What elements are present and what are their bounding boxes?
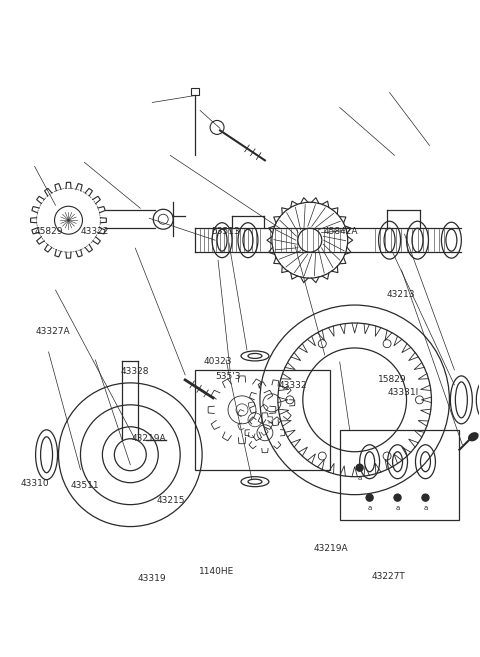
Bar (195, 370, 330, 470)
Bar (191, 87, 199, 95)
Text: 45842A: 45842A (323, 227, 358, 236)
Text: a: a (358, 475, 362, 481)
Text: 43319: 43319 (137, 574, 166, 583)
Text: 43227T: 43227T (372, 572, 405, 581)
Text: 535'3: 535'3 (216, 372, 241, 381)
Text: 15829: 15829 (378, 375, 407, 384)
Text: 43327A: 43327A (36, 327, 71, 336)
Text: 43322: 43322 (81, 227, 109, 236)
Text: 40323: 40323 (203, 357, 232, 366)
Text: 43219A: 43219A (132, 434, 167, 443)
Circle shape (394, 494, 401, 501)
Text: a: a (396, 505, 400, 510)
Text: 43511: 43511 (70, 482, 99, 490)
Ellipse shape (468, 433, 478, 441)
Text: 45829: 45829 (34, 227, 63, 236)
Text: a: a (423, 505, 428, 510)
Bar (340, 430, 459, 520)
Text: 43215: 43215 (156, 496, 185, 505)
Text: 1140HE: 1140HE (199, 566, 235, 576)
Circle shape (366, 494, 373, 501)
Text: 43213: 43213 (386, 290, 415, 299)
Text: 43219A: 43219A (313, 544, 348, 553)
Text: 43310: 43310 (21, 479, 49, 487)
Circle shape (356, 464, 363, 471)
Text: 43331I: 43331I (387, 388, 419, 397)
Circle shape (422, 494, 429, 501)
Text: 43332: 43332 (278, 381, 307, 390)
Text: a: a (368, 505, 372, 510)
Text: 43328: 43328 (120, 367, 149, 376)
Text: 53513: 53513 (211, 227, 240, 236)
